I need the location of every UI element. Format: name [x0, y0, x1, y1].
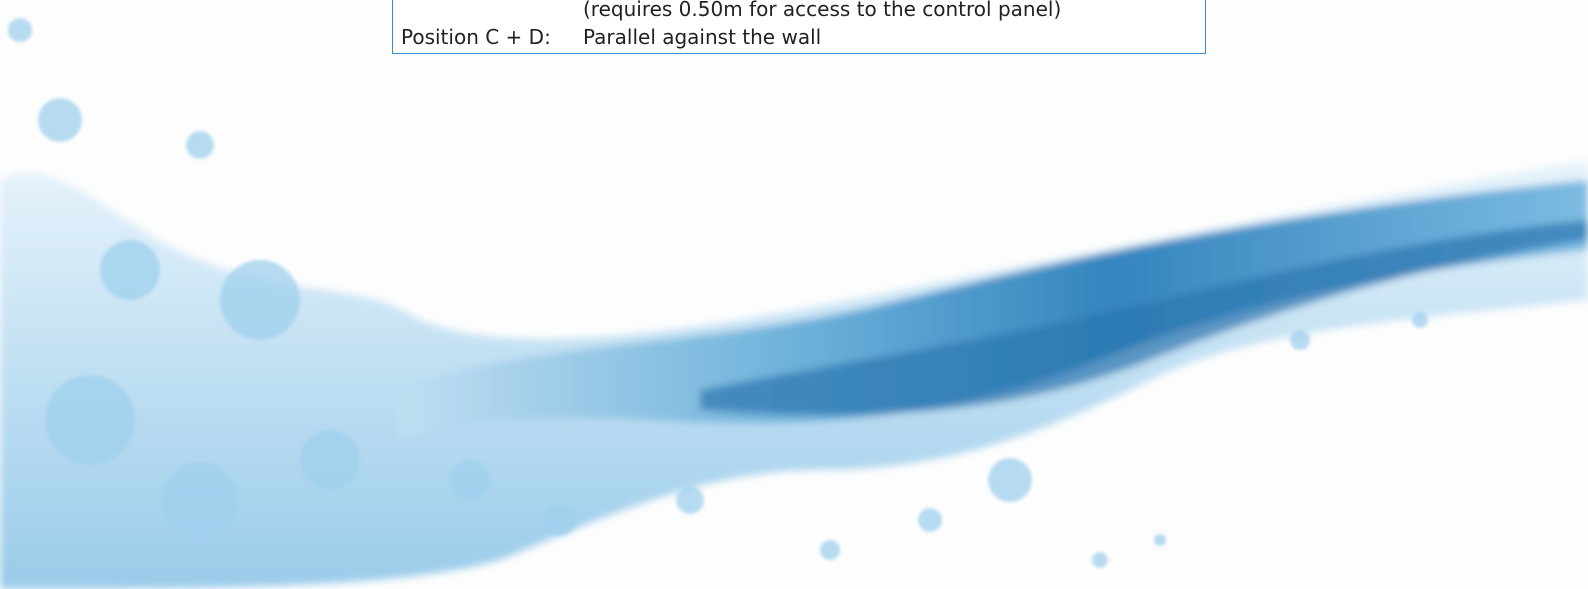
- info-text: Parallel against the wall: [583, 25, 822, 49]
- info-text: (requires 0.50m for access to the contro…: [583, 0, 1062, 21]
- info-box: (requires 0.50m for access to the contro…: [392, 0, 1206, 54]
- info-label: Position C + D:: [401, 25, 551, 49]
